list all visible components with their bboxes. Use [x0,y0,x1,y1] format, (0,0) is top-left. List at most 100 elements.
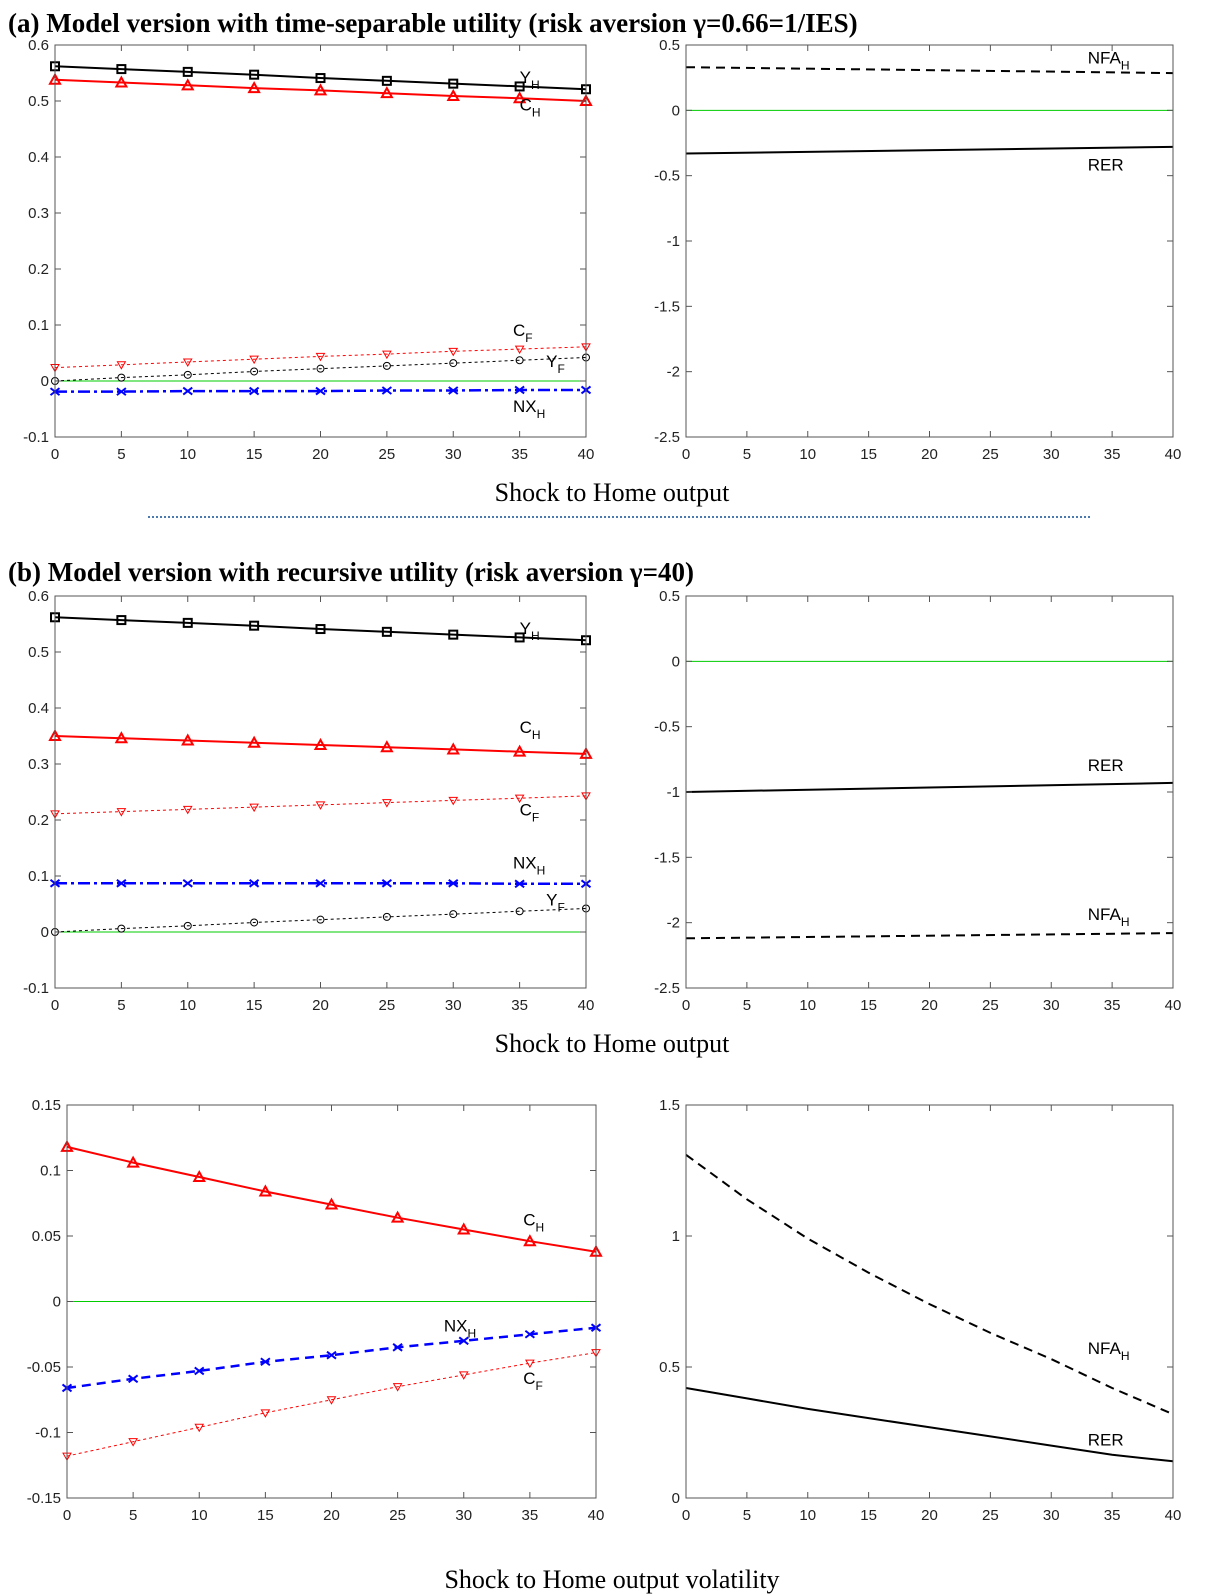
x-tick-label: 15 [860,1507,877,1524]
data-point [194,1423,205,1433]
x-tick-label: 40 [588,1507,605,1524]
x-tick-label: 20 [323,1507,340,1524]
series-label-main: NFA [1088,48,1122,67]
data-point [448,878,459,888]
y-tick-label: 0.3 [28,205,49,222]
y-tick-label: 0.5 [659,588,680,605]
series-line-c-f [54,795,587,815]
series-label: YH [520,619,540,643]
data-point [514,632,525,643]
series-label-subscript: H [531,629,540,643]
plot-frame [685,595,1174,989]
y-tick-label: -1 [667,233,680,250]
series-line-c-f [66,1352,597,1457]
series-label-main: NX [444,1317,468,1336]
section-c-xlabel: Shock to Home output volatility [444,1565,779,1594]
data-point [448,78,459,89]
y-tick-label: -0.05 [27,1359,61,1376]
x-tick-label: 30 [445,446,462,463]
data-point [392,1383,403,1392]
data-point [258,1184,273,1197]
x-tick-label: 20 [921,997,938,1014]
x-tick-label: 10 [799,1507,816,1524]
series-label-subscript: H [537,407,546,421]
data-point [457,1222,471,1235]
x-tick-label: 35 [522,1507,539,1524]
data-point [448,386,459,395]
y-tick-label: -2.5 [654,429,680,446]
x-tick-label: 5 [743,997,751,1014]
data-point [249,878,260,888]
data-point [182,386,193,396]
data-point [514,794,525,804]
y-tick-label: 0 [672,1490,680,1507]
y-tick-label: 0.15 [32,1097,61,1114]
data-point [116,387,127,396]
data-point [514,81,525,92]
series-label: CH [520,96,541,120]
x-tick-label: 40 [1165,1507,1182,1524]
y-tick-label: 0.2 [28,812,49,829]
series-line-y-f [54,357,587,382]
data-point [381,75,392,86]
series-label: RER [1088,1431,1124,1450]
data-point [514,345,525,355]
x-tick-label: 20 [921,1507,938,1524]
series-line-c-f [54,346,587,369]
series-label: YH [520,68,540,92]
data-point [449,359,458,368]
series-label-main: Y [520,619,531,638]
x-tick-label: 20 [312,997,329,1014]
data-point [182,358,193,367]
x-tick-label: 10 [191,1507,208,1524]
x-tick-label: 10 [799,997,816,1014]
x-tick-label: 15 [246,446,263,463]
x-tick-label: 20 [921,446,938,463]
series-label-subscript: F [525,331,532,345]
data-point [390,1210,405,1223]
data-point [515,907,524,916]
series-label-subscript: H [532,728,541,742]
series-line-nx-h [66,1326,597,1390]
x-tick-label: 5 [743,1507,751,1524]
series-label-main: C [520,801,532,820]
series-markers-nxh [49,878,592,889]
x-tick-label: 30 [1043,997,1060,1014]
series-label-main: C [523,1211,535,1230]
series-label: CH [520,718,541,742]
x-tick-label: 15 [860,997,877,1014]
data-point [446,88,460,101]
x-tick-label: 5 [743,446,751,463]
series-label: CF [523,1369,543,1393]
series-label-main: C [520,96,532,115]
series-label-subscript: H [531,78,540,92]
x-tick-label: 0 [682,1507,690,1524]
y-tick-label: 1 [672,1228,680,1245]
x-tick-label: 15 [246,997,263,1014]
series-label-main: Y [520,68,531,87]
data-point [315,73,326,84]
series-label-main: C [523,1369,535,1388]
data-point [181,733,195,746]
data-point [249,386,260,396]
y-tick-label: 1.5 [659,1097,680,1114]
x-tick-label: 0 [682,997,690,1014]
x-tick-label: 15 [860,446,877,463]
series-label: CF [513,321,533,345]
data-point [128,1374,139,1384]
series-label: NFAH [1088,1339,1130,1363]
x-tick-label: 0 [63,1507,71,1524]
series-markers-yf [51,904,590,936]
data-point [380,740,394,753]
x-tick-label: 5 [129,1507,137,1524]
series-line-rer [685,1387,1174,1463]
series-label-subscript: F [536,1379,543,1393]
data-point [182,878,193,888]
series-line-nfa-h [685,66,1174,75]
series-line-c-h [54,78,587,102]
plot-frame [54,595,587,989]
data-point [116,615,127,626]
section-a-title: (a) Model version with time-separable ut… [8,8,858,38]
data-point [382,912,391,921]
data-point [313,83,328,96]
